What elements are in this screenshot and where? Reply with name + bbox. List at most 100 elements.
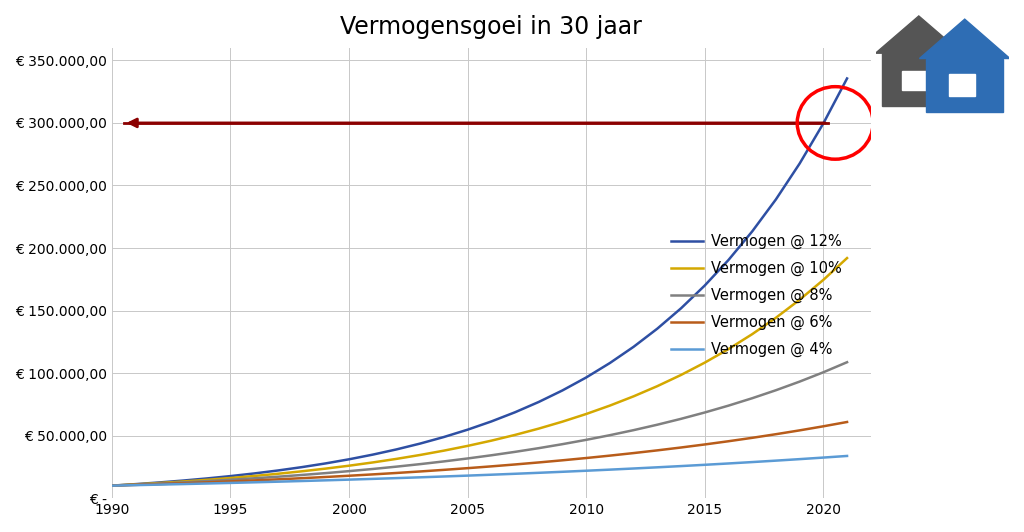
Vermogen @ 10% bbox=[224, 475, 237, 481]
Vermogen @ 8% bbox=[154, 480, 166, 487]
Vermogen @ 4% bbox=[532, 470, 545, 476]
Vermogen @ 12% bbox=[343, 456, 355, 462]
Vermogen @ 4% bbox=[319, 477, 332, 484]
Vermogen @ 8% bbox=[462, 455, 474, 462]
Polygon shape bbox=[920, 19, 1010, 59]
Vermogen @ 12% bbox=[201, 475, 213, 481]
Vermogen @ 4% bbox=[698, 462, 711, 468]
Vermogen @ 12% bbox=[628, 344, 640, 350]
Vermogen @ 10% bbox=[841, 255, 853, 261]
Vermogen @ 8% bbox=[390, 463, 402, 470]
Vermogen @ 8% bbox=[437, 458, 450, 464]
Vermogen @ 12% bbox=[296, 464, 308, 470]
Vermogen @ 6% bbox=[154, 481, 166, 487]
Vermogen @ 10% bbox=[390, 456, 402, 462]
Vermogen @ 6% bbox=[414, 468, 426, 475]
Vermogen @ 12% bbox=[129, 481, 141, 487]
Vermogen @ 6% bbox=[675, 444, 687, 451]
Vermogen @ 6% bbox=[722, 438, 734, 444]
Vermogen @ 6% bbox=[817, 423, 829, 429]
Vermogen @ 6% bbox=[201, 479, 213, 486]
Vermogen @ 8% bbox=[817, 369, 829, 376]
Vermogen @ 10% bbox=[437, 447, 450, 454]
Vermogen @ 6% bbox=[794, 427, 806, 434]
Vermogen @ 10% bbox=[177, 478, 189, 485]
Vermogen @ 12% bbox=[770, 196, 782, 203]
Vermogen @ 8% bbox=[722, 402, 734, 409]
Bar bbox=[882, 53, 955, 106]
Vermogen @ 10% bbox=[485, 437, 498, 444]
Vermogen @ 4% bbox=[580, 468, 592, 474]
Vermogen @ 8% bbox=[224, 477, 237, 483]
Vermogen @ 4% bbox=[248, 479, 260, 486]
Vermogen @ 8% bbox=[201, 478, 213, 484]
Vermogen @ 12% bbox=[651, 326, 664, 332]
Vermogen @ 10% bbox=[722, 346, 734, 352]
Vermogen @ 12% bbox=[675, 305, 687, 312]
Vermogen @ 10% bbox=[105, 483, 118, 489]
Vermogen @ 10% bbox=[154, 480, 166, 486]
Line: Vermogen @ 8%: Vermogen @ 8% bbox=[112, 362, 847, 486]
Vermogen @ 10% bbox=[462, 443, 474, 449]
Vermogen @ 8% bbox=[675, 415, 687, 422]
Vermogen @ 6% bbox=[367, 471, 379, 478]
Vermogen @ 12% bbox=[154, 479, 166, 486]
Vermogen @ 12% bbox=[414, 440, 426, 447]
Vermogen @ 8% bbox=[556, 441, 568, 447]
Vermogen @ 8% bbox=[580, 437, 592, 443]
Vermogen @ 12% bbox=[817, 120, 829, 127]
Vermogen @ 12% bbox=[367, 452, 379, 458]
Vermogen @ 10% bbox=[817, 277, 829, 283]
Vermogen @ 4% bbox=[296, 478, 308, 484]
Vermogen @ 10% bbox=[675, 372, 687, 378]
Vermogen @ 8% bbox=[414, 461, 426, 467]
Vermogen @ 6% bbox=[319, 474, 332, 480]
Vermogen @ 12% bbox=[532, 399, 545, 405]
Vermogen @ 8% bbox=[367, 466, 379, 472]
Vermogen @ 12% bbox=[746, 228, 759, 235]
Vermogen @ 8% bbox=[271, 473, 284, 480]
Vermogen @ 12% bbox=[437, 434, 450, 440]
Vermogen @ 6% bbox=[841, 419, 853, 425]
Vermogen @ 12% bbox=[462, 427, 474, 433]
Vermogen @ 10% bbox=[319, 466, 332, 472]
Vermogen @ 10% bbox=[580, 411, 592, 417]
Vermogen @ 4% bbox=[177, 481, 189, 487]
Vermogen @ 12% bbox=[390, 446, 402, 453]
Vermogen @ 8% bbox=[485, 452, 498, 459]
Vermogen @ 10% bbox=[367, 459, 379, 466]
Vermogen @ 8% bbox=[343, 468, 355, 475]
Vermogen @ 6% bbox=[129, 481, 141, 488]
Vermogen @ 8% bbox=[177, 479, 189, 486]
Vermogen @ 6% bbox=[343, 472, 355, 479]
Vermogen @ 8% bbox=[794, 378, 806, 385]
Vermogen @ 6% bbox=[509, 461, 521, 468]
Vermogen @ 12% bbox=[485, 418, 498, 425]
Vermogen @ 8% bbox=[698, 409, 711, 415]
Vermogen @ 10% bbox=[201, 477, 213, 483]
Vermogen @ 4% bbox=[509, 471, 521, 477]
Vermogen @ 8% bbox=[651, 421, 664, 428]
Vermogen @ 8% bbox=[746, 395, 759, 402]
Vermogen @ 4% bbox=[224, 480, 237, 486]
Vermogen @ 12% bbox=[224, 473, 237, 479]
Vermogen @ 6% bbox=[462, 465, 474, 471]
Bar bbox=[926, 59, 1004, 112]
Vermogen @ 6% bbox=[105, 483, 118, 489]
Vermogen @ 12% bbox=[841, 75, 853, 81]
Title: Vermogensgoei in 30 jaar: Vermogensgoei in 30 jaar bbox=[340, 15, 642, 39]
Vermogen @ 12% bbox=[580, 375, 592, 381]
Vermogen @ 6% bbox=[628, 450, 640, 456]
Vermogen @ 4% bbox=[201, 480, 213, 487]
Vermogen @ 8% bbox=[770, 387, 782, 394]
Vermogen @ 10% bbox=[746, 331, 759, 337]
Vermogen @ 4% bbox=[628, 466, 640, 472]
Vermogen @ 4% bbox=[105, 483, 118, 489]
Bar bbox=[948, 74, 975, 96]
Vermogen @ 6% bbox=[532, 459, 545, 466]
Vermogen @ 4% bbox=[129, 482, 141, 488]
Vermogen @ 4% bbox=[414, 474, 426, 480]
Legend: Vermogen @ 12%, Vermogen @ 10%, Vermogen @ 8%, Vermogen @ 6%, Vermogen @ 4%: Vermogen @ 12%, Vermogen @ 10%, Vermogen… bbox=[666, 228, 847, 363]
Vermogen @ 8% bbox=[604, 432, 616, 438]
Vermogen @ 10% bbox=[296, 468, 308, 475]
